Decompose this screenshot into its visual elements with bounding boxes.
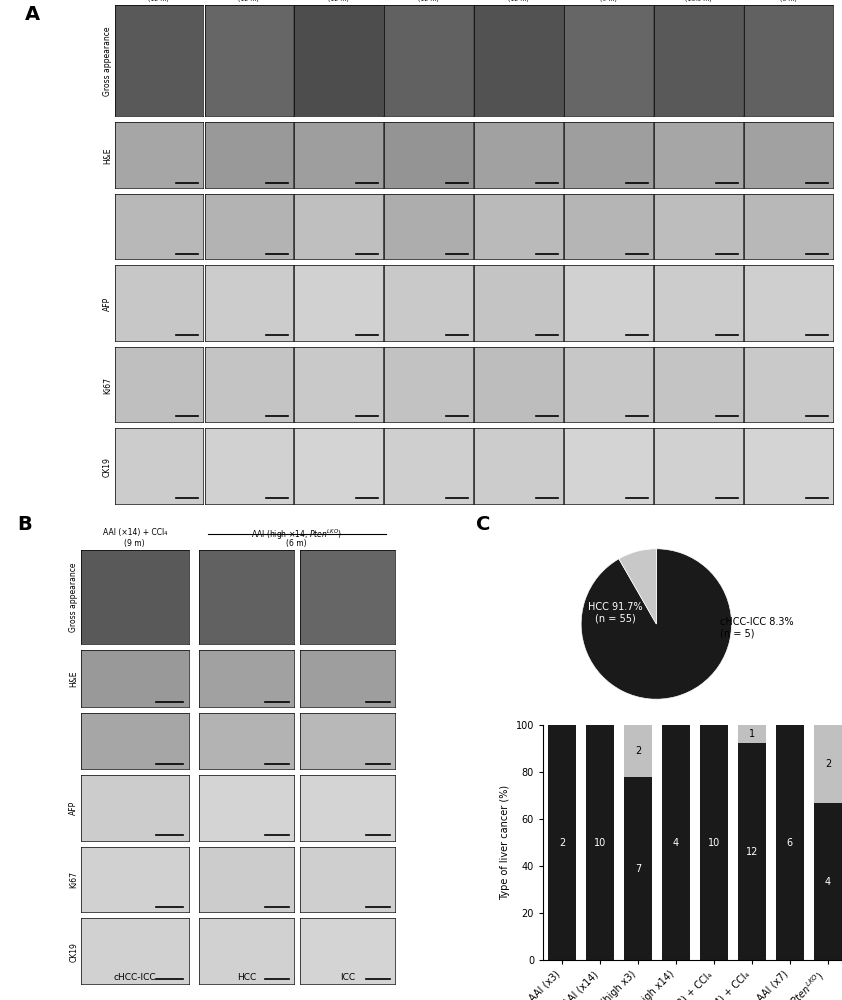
Text: 4: 4: [825, 877, 831, 887]
Text: (13.5 m): (13.5 m): [685, 0, 711, 2]
Bar: [624, 725, 653, 777]
Text: 1: 1: [749, 729, 755, 739]
Text: 10: 10: [708, 838, 720, 848]
Bar: [662, 725, 690, 960]
Text: 7: 7: [635, 864, 641, 874]
Text: CK19: CK19: [103, 457, 112, 477]
Text: AAI (high ×14, $Pten^{LKO}$): AAI (high ×14, $Pten^{LKO}$): [252, 528, 342, 542]
Wedge shape: [619, 549, 657, 624]
Y-axis label: Type of liver cancer (%): Type of liver cancer (%): [500, 785, 510, 900]
Text: AFP: AFP: [69, 801, 78, 815]
Bar: [548, 725, 576, 960]
Text: B: B: [17, 515, 32, 534]
Text: H&E: H&E: [103, 147, 112, 164]
Text: (12 m): (12 m): [509, 0, 529, 2]
Text: 6: 6: [787, 838, 793, 848]
Text: Ki67: Ki67: [69, 871, 78, 888]
Text: HCC: HCC: [237, 973, 256, 982]
Text: cHCC-ICC: cHCC-ICC: [114, 973, 156, 982]
Text: AAI (×14) + CCl₄: AAI (×14) + CCl₄: [103, 528, 167, 537]
Text: ICC: ICC: [340, 973, 354, 982]
Text: 2: 2: [825, 759, 831, 769]
Bar: [624, 777, 653, 960]
Text: 4: 4: [673, 838, 679, 848]
Text: (12 m): (12 m): [238, 0, 259, 2]
Text: 2: 2: [635, 746, 641, 756]
Wedge shape: [581, 549, 732, 699]
Bar: [775, 725, 804, 960]
Text: (12 m): (12 m): [328, 0, 349, 2]
Bar: [738, 743, 766, 960]
Text: (9 m): (9 m): [600, 0, 617, 2]
Bar: [813, 803, 842, 960]
Text: (12 m): (12 m): [148, 0, 169, 2]
Bar: [700, 725, 728, 960]
Text: CK19: CK19: [69, 942, 78, 962]
Text: 12: 12: [746, 847, 758, 857]
Text: H&E: H&E: [69, 671, 78, 687]
Bar: [586, 725, 615, 960]
Text: Gross appearance: Gross appearance: [103, 26, 112, 96]
Text: Ki67: Ki67: [103, 377, 112, 394]
Text: Gross appearance: Gross appearance: [69, 563, 78, 632]
Text: 2: 2: [559, 838, 565, 848]
Text: (9 m): (9 m): [125, 539, 145, 548]
Text: AFP: AFP: [103, 296, 112, 311]
Text: 10: 10: [594, 838, 606, 848]
Text: (6 m): (6 m): [286, 539, 307, 548]
Text: cHCC-ICC 8.3%
(n = 5): cHCC-ICC 8.3% (n = 5): [720, 617, 794, 639]
Text: (12 m): (12 m): [418, 0, 439, 2]
Text: HCC 91.7%
(n = 55): HCC 91.7% (n = 55): [588, 602, 642, 624]
Bar: [813, 725, 842, 803]
Text: (6 m): (6 m): [781, 0, 797, 2]
Text: C: C: [476, 515, 490, 534]
Bar: [738, 725, 766, 743]
Text: A: A: [25, 5, 40, 24]
